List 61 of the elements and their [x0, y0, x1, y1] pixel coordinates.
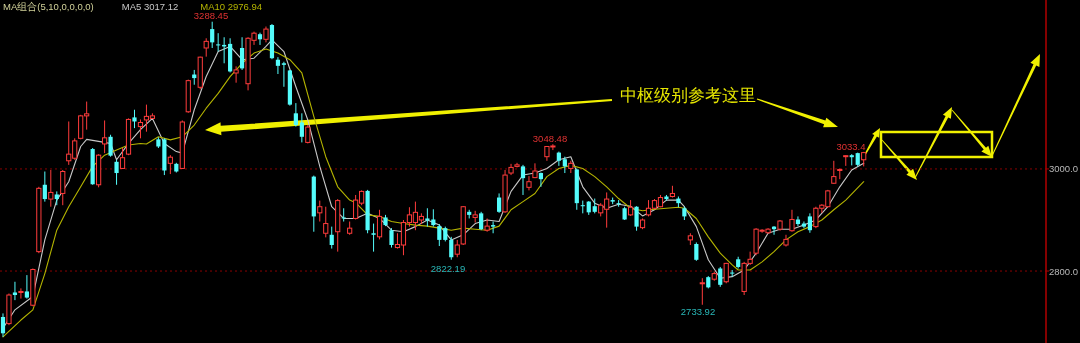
candlestick — [376, 209, 383, 240]
candlestick — [203, 37, 209, 58]
candlestick — [216, 32, 221, 53]
candlestick — [281, 61, 287, 88]
annotation: 3033.4 — [836, 141, 866, 152]
candlestick — [329, 226, 334, 250]
candlestick — [299, 112, 304, 143]
candlestick — [293, 102, 298, 128]
candlestick — [634, 205, 639, 232]
candlestick — [831, 160, 837, 185]
candlestick — [275, 56, 281, 75]
candlestick — [317, 200, 323, 223]
candlestick — [137, 118, 144, 139]
candlestick — [102, 119, 108, 154]
candlestick — [24, 274, 29, 300]
text: MA5 3017.12 — [121, 1, 179, 12]
candlestick — [210, 21, 215, 49]
candlestick — [108, 134, 113, 158]
candlestick — [48, 169, 54, 208]
candlestick — [437, 223, 442, 247]
candlestick — [484, 217, 490, 233]
candlestick — [520, 164, 526, 196]
candlestick — [479, 211, 484, 231]
annotation: 中枢级别参考这里 — [620, 86, 756, 105]
candlestick — [807, 212, 812, 234]
candlestick — [167, 154, 173, 175]
candlestick — [449, 236, 454, 261]
candlestick — [0, 312, 6, 338]
candlestick — [119, 147, 126, 170]
candlestick — [538, 172, 544, 188]
candlestick — [789, 209, 795, 233]
candlestick — [257, 32, 263, 46]
candlestick — [795, 215, 801, 227]
legend-title: MA组合(5,10,0,0,0,0) — [3, 1, 94, 12]
y-tick-label: 2800.0 — [1049, 265, 1079, 277]
candlestick — [233, 65, 239, 84]
candlestick — [239, 36, 245, 71]
candlestick — [18, 287, 24, 300]
annotation: 3288.45 — [193, 10, 229, 21]
candlestick — [341, 207, 346, 223]
candlestick — [132, 109, 137, 129]
candlestick — [371, 223, 376, 253]
text: MA10 2976.94 — [200, 1, 263, 12]
candlestick — [425, 207, 430, 228]
candlestick — [496, 192, 502, 214]
candlestick — [114, 159, 119, 186]
candlestick — [699, 277, 705, 306]
annotation: 2733.92 — [680, 306, 716, 317]
candlestick — [532, 162, 538, 179]
candlestick — [389, 227, 394, 249]
candlestick — [694, 241, 699, 262]
candlestick — [60, 169, 66, 206]
annotation: 3048.48 — [532, 133, 568, 144]
candlestick — [526, 175, 532, 191]
candlestick — [42, 171, 47, 203]
y-tick-label: 3000.0 — [1049, 163, 1079, 175]
annotation: 2822.19 — [430, 263, 466, 274]
candlestick — [323, 206, 329, 238]
candlestick — [491, 221, 496, 234]
candlestick — [718, 266, 723, 288]
candlestick — [12, 281, 18, 301]
